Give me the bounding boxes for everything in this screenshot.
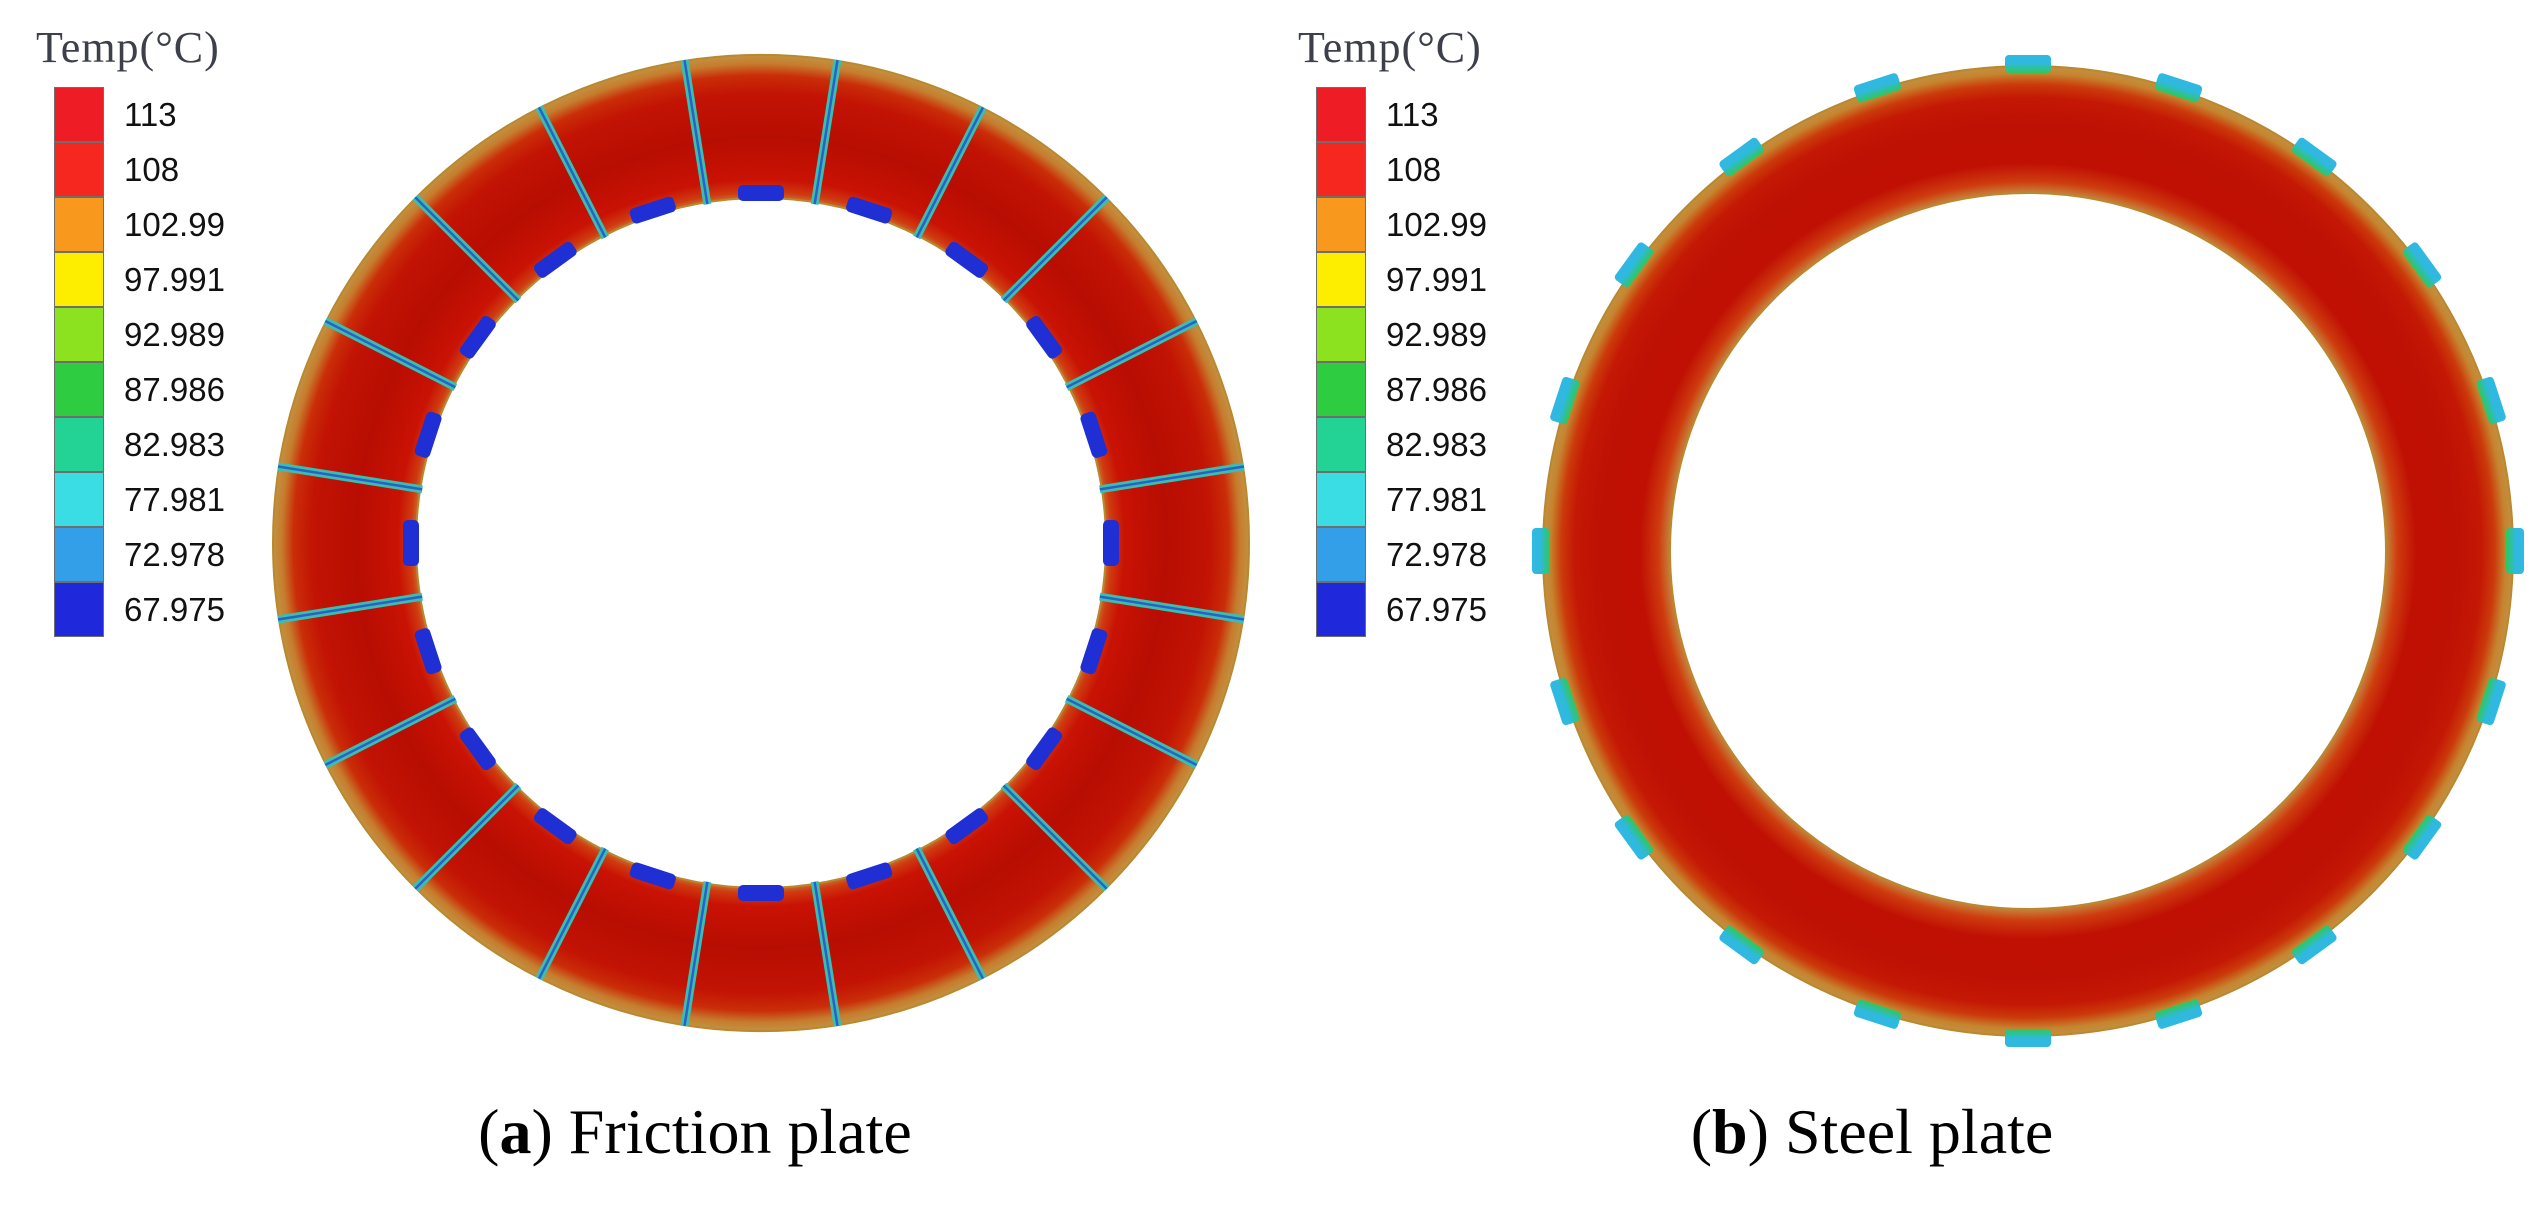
- legend-swatch: [1316, 416, 1366, 472]
- legend-value-label: 108: [1386, 151, 1442, 188]
- legend-swatch: [54, 251, 104, 307]
- legend-body: 113 108 102.99 97.991 92.989 87.986 82.983 77.9…: [54, 86, 225, 637]
- legend-swatch: [54, 526, 104, 582]
- legend-swatch: [54, 86, 104, 142]
- legend-row: 87.986: [1316, 361, 1487, 417]
- legend-value-label: 102.99: [1386, 206, 1487, 243]
- legend-value-label: 102.99: [124, 206, 225, 243]
- legend-row: 67.975: [1316, 581, 1487, 637]
- legend-value-label: 113: [1386, 96, 1439, 133]
- legend-value-label: 87.986: [1386, 371, 1487, 408]
- legend-row: 72.978: [1316, 526, 1487, 582]
- friction-plate-ring: [271, 54, 1251, 1032]
- legend-row: 97.991: [54, 251, 225, 307]
- legend-swatch: [1316, 141, 1366, 197]
- legend-row: 92.989: [1316, 306, 1487, 362]
- legend-row: 102.99: [1316, 196, 1487, 252]
- legend-swatch: [1316, 581, 1366, 637]
- legend-swatch: [1316, 306, 1366, 362]
- legend-swatch: [54, 141, 104, 197]
- legend-row: 97.991: [1316, 251, 1487, 307]
- legend-row: 108: [1316, 141, 1487, 197]
- legend-value-label: 67.975: [1386, 591, 1487, 628]
- legend-value-label: 113: [124, 96, 177, 133]
- legend-value-label: 92.989: [124, 316, 225, 353]
- legend-friction-plate: Temp(°C) 113 108 102.99 97.991 92.989 87.986 8…: [36, 22, 225, 637]
- legend-swatch: [1316, 361, 1366, 417]
- legend-title: Temp(°C): [1298, 23, 1482, 72]
- caption-friction-plate: (a) Friction plate: [478, 1095, 912, 1169]
- legend-row: 113: [1316, 86, 1487, 142]
- legend-row: 82.983: [54, 416, 225, 472]
- legend-body: 113 108 102.99 97.991 92.989 87.986 82.983 77.9…: [1316, 86, 1487, 637]
- caption-paren-open: (: [1690, 1096, 1713, 1167]
- legend-value-label: 77.981: [124, 481, 225, 518]
- legend-swatch: [54, 196, 104, 252]
- legend-swatch: [1316, 251, 1366, 307]
- legend-swatch: [54, 306, 104, 362]
- legend-row: 77.981: [54, 471, 225, 527]
- legend-value-label: 87.986: [124, 371, 225, 408]
- legend-steel-plate: Temp(°C) 113 108 102.99 97.991 92.989 87.986 8…: [1298, 22, 1487, 637]
- legend-row: 102.99: [54, 196, 225, 252]
- steel-plate-ring: [1532, 55, 2524, 1047]
- legend-row: 92.989: [54, 306, 225, 362]
- legend-swatch: [54, 416, 104, 472]
- legend-title: Temp(°C): [36, 23, 220, 72]
- legend-row: 113: [54, 86, 225, 142]
- caption-text: Friction plate: [568, 1096, 912, 1167]
- legend-row: 72.978: [54, 526, 225, 582]
- legend-value-label: 67.975: [124, 591, 225, 628]
- legend-value-label: 72.978: [124, 536, 225, 573]
- legend-swatch: [1316, 471, 1366, 527]
- legend-value-label: 82.983: [1386, 426, 1487, 463]
- legend-value-label: 82.983: [124, 426, 225, 463]
- caption-text: Steel plate: [1784, 1096, 2054, 1167]
- legend-swatch: [1316, 86, 1366, 142]
- legend-row: 82.983: [1316, 416, 1487, 472]
- caption-paren-close: ): [1747, 1096, 1785, 1167]
- legend-value-label: 108: [124, 151, 180, 188]
- caption-letter: b: [1712, 1096, 1748, 1167]
- legend-row: 67.975: [54, 581, 225, 637]
- legend-swatch: [54, 361, 104, 417]
- legend-swatch: [1316, 196, 1366, 252]
- legend-swatch: [54, 471, 104, 527]
- caption-paren-open: (: [478, 1096, 500, 1167]
- legend-value-label: 92.989: [1386, 316, 1487, 353]
- caption-steel-plate: (b) Steel plate: [1691, 1095, 2054, 1169]
- legend-row: 108: [54, 141, 225, 197]
- caption-paren-close: ): [531, 1096, 569, 1167]
- legend-value-label: 97.991: [1386, 261, 1487, 298]
- legend-value-label: 72.978: [1386, 536, 1487, 573]
- legend-row: 87.986: [54, 361, 225, 417]
- legend-value-label: 97.991: [124, 261, 225, 298]
- legend-value-label: 77.981: [1386, 481, 1487, 518]
- legend-swatch: [54, 581, 104, 637]
- caption-letter: a: [499, 1096, 532, 1167]
- legend-row: 77.981: [1316, 471, 1487, 527]
- legend-swatch: [1316, 526, 1366, 582]
